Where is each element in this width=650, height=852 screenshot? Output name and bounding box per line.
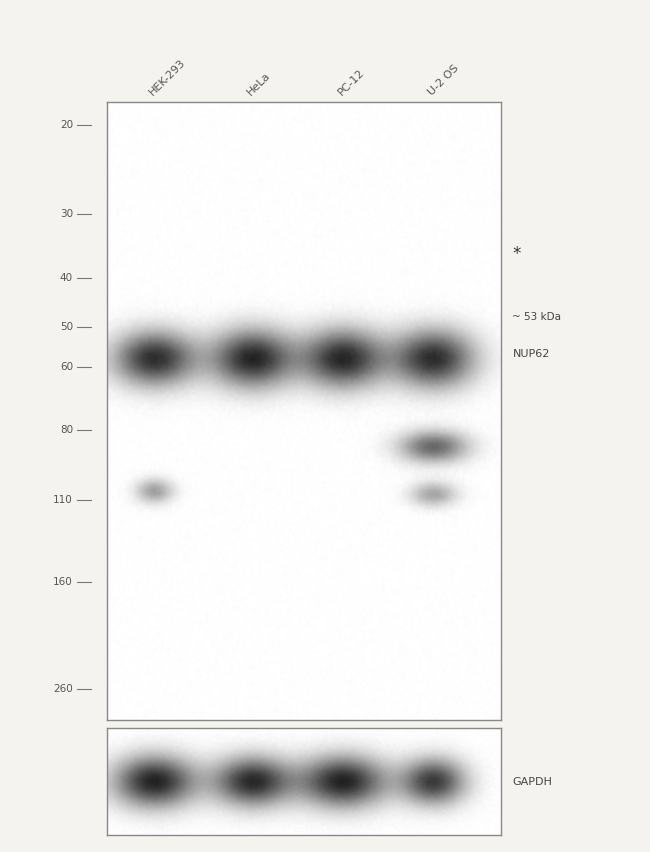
Text: GAPDH: GAPDH (512, 777, 552, 786)
Text: HeLa: HeLa (246, 70, 273, 97)
Text: U-2 OS: U-2 OS (426, 63, 461, 97)
Text: *: * (512, 245, 521, 263)
Text: 60: 60 (60, 361, 73, 371)
Text: HEK-293: HEK-293 (148, 57, 187, 97)
Text: 40: 40 (60, 273, 73, 283)
Text: 50: 50 (60, 321, 73, 331)
Text: 80: 80 (60, 425, 73, 435)
Text: 110: 110 (53, 495, 73, 504)
Text: 260: 260 (53, 683, 73, 694)
Text: 20: 20 (60, 120, 73, 130)
Text: 160: 160 (53, 577, 73, 587)
Text: 30: 30 (60, 210, 73, 220)
Text: NUP62: NUP62 (512, 348, 550, 359)
Text: PC-12: PC-12 (336, 67, 366, 97)
Text: ~ 53 kDa: ~ 53 kDa (512, 312, 562, 321)
